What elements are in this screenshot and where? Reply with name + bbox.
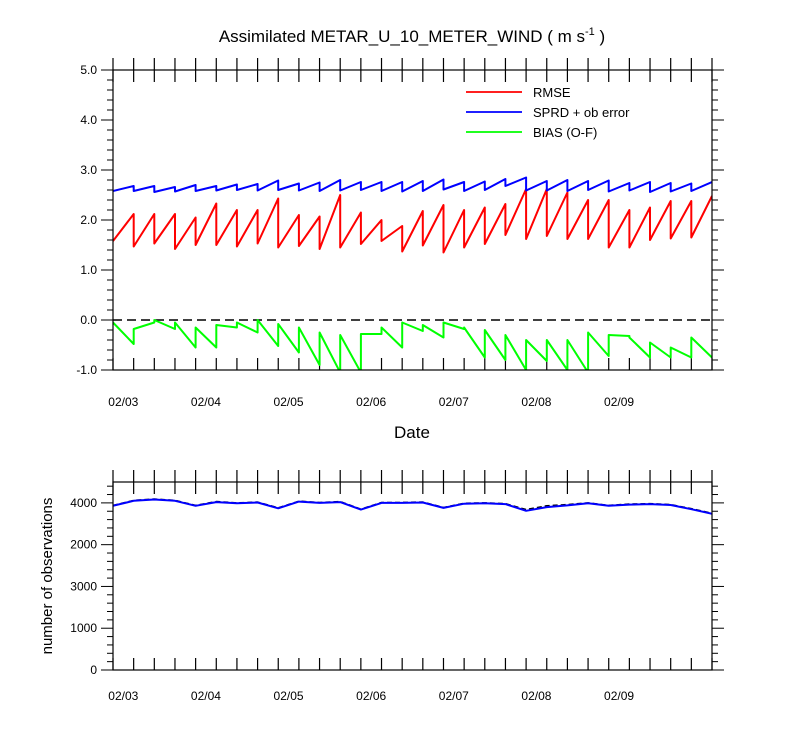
x-tick-label: 02/08 <box>521 395 551 409</box>
legend-label: RMSE <box>533 85 571 100</box>
x-tick-label: 02/09 <box>604 395 634 409</box>
series-line-bias-o-f <box>113 319 712 370</box>
y-tick-label: 4.0 <box>80 113 97 127</box>
legend: RMSE SPRD + ob error BIAS (O-F) <box>466 85 630 140</box>
x-tick-label: 02/03 <box>108 395 138 409</box>
x-tick-label: 02/06 <box>356 689 386 703</box>
chart-title-main: Assimilated METAR_U_10_METER_WIND ( m s <box>219 27 585 46</box>
top-chart-frame <box>112 69 713 371</box>
bottom-chart-tick-labels: 02/03 02/04 02/05 02/06 02/07 02/08 02/09 0 1000… <box>70 496 634 703</box>
top-chart-series <box>113 176 712 370</box>
chart-title-superscript: -1 <box>585 26 595 38</box>
y-tick-label: -1.0 <box>76 363 97 377</box>
series-line-assimilated <box>113 498 712 515</box>
y-tick-label: 1000 <box>70 621 97 635</box>
x-tick-label: 02/07 <box>439 689 469 703</box>
x-tick-label: 02/05 <box>274 689 304 703</box>
y-tick-label: 1.0 <box>80 263 97 277</box>
bottom-chart-ticks <box>101 470 724 671</box>
bottom-chart-series <box>113 498 712 515</box>
y-tick-label: 5.0 <box>80 63 97 77</box>
x-tick-label: 02/05 <box>274 395 304 409</box>
top-chart: Assimilated METAR_U_10_METER_WIND ( m s-… <box>76 26 724 442</box>
top-chart-ticks <box>101 58 724 371</box>
top-chart-tick-labels: 02/03 02/04 02/05 02/06 02/07 02/08 02/09 -1.0 0… <box>76 63 634 409</box>
y-tick-label: 2.0 <box>80 213 97 227</box>
y-tick-label: 0.0 <box>80 313 97 327</box>
x-tick-label: 02/09 <box>604 689 634 703</box>
bottom-chart: 02/03 02/04 02/05 02/06 02/07 02/08 02/09 0 1000… <box>39 470 724 703</box>
x-tick-label: 02/06 <box>356 395 386 409</box>
y-tick-label: 0 <box>90 663 97 677</box>
y-tick-label: 2000 <box>70 538 97 552</box>
y-axis-label: number of observations <box>39 498 56 655</box>
y-tick-label: 3000 <box>70 579 97 593</box>
legend-label: BIAS (O-F) <box>533 125 597 140</box>
x-tick-label: 02/04 <box>191 689 221 703</box>
x-tick-label: 02/04 <box>191 395 221 409</box>
x-tick-label: 02/03 <box>108 689 138 703</box>
series-line-sprd-ob-error <box>113 176 712 193</box>
legend-label: SPRD + ob error <box>533 105 630 120</box>
x-axis-label: Date <box>394 423 430 442</box>
chart-title-end: ) <box>595 27 605 46</box>
series-line-rmse <box>113 188 712 254</box>
chart-title: Assimilated METAR_U_10_METER_WIND ( m s-… <box>219 26 605 46</box>
series-line-possible <box>113 498 712 515</box>
bottom-chart-frame <box>112 481 713 671</box>
x-tick-label: 02/07 <box>439 395 469 409</box>
y-tick-label: 3.0 <box>80 163 97 177</box>
y-tick-label: 4000 <box>70 496 97 510</box>
x-tick-label: 02/08 <box>521 689 551 703</box>
